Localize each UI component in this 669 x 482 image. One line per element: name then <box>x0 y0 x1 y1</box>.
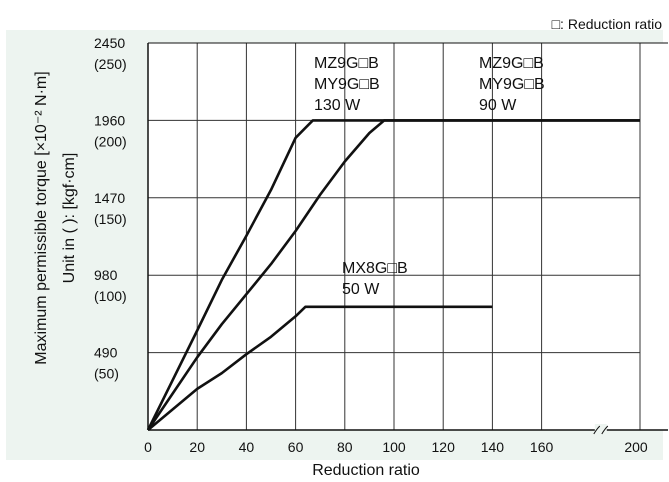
x-tick-label: 100 <box>382 439 406 455</box>
grid-lines <box>147 42 668 436</box>
x-tick-label: 20 <box>189 439 205 455</box>
y-tick-label: 1470 <box>94 190 125 206</box>
x-tick-label: 0 <box>144 439 152 455</box>
x-tick-label: 40 <box>239 439 255 455</box>
y-axis-title: Maximum permissible torque [×10⁻² N·m] <box>33 71 50 364</box>
y-tick-label: 980 <box>94 267 118 283</box>
y-tick-label: 1960 <box>94 112 125 128</box>
series-line-3 <box>147 305 493 431</box>
y-tick-sublabel: (100) <box>94 288 127 304</box>
x-tick-label: 120 <box>432 439 456 455</box>
series-label-line: MZ9G□B <box>479 55 544 72</box>
series-line-2 <box>146 119 640 431</box>
y-tick-sublabel: (250) <box>94 56 127 72</box>
x-axis-title: Reduction ratio <box>312 462 420 479</box>
series-label-line: MZ9G□B <box>314 55 379 72</box>
axis-break-gap <box>594 424 607 436</box>
y-tick-sublabel: (150) <box>94 211 127 227</box>
y-tick-label: 2450 <box>94 35 125 51</box>
legend-note: □: Reduction ratio <box>552 16 663 32</box>
plot-area <box>148 43 668 430</box>
tick-labels: 0 20 40 60 80 100 120 140 160 200 490 (50) 980 (100) 1… <box>94 35 648 455</box>
series-label-line: MY9G□B <box>314 76 380 93</box>
series-lines <box>146 119 640 431</box>
series-label-line: MY9G□B <box>479 76 545 93</box>
series-label-line: 90 W <box>479 97 517 114</box>
x-tick-label: 140 <box>481 439 505 455</box>
series-label-line: MX8G□B <box>342 260 408 277</box>
axis-break-mark <box>593 425 609 435</box>
y-tick-sublabel: (200) <box>94 133 127 149</box>
x-tick-label: 160 <box>530 439 554 455</box>
series-line-1 <box>146 119 640 431</box>
x-tick-label: 200 <box>624 439 648 455</box>
series-label-line: 50 W <box>342 281 380 298</box>
y-tick-sublabel: (50) <box>94 366 119 382</box>
y-axis-unit-note: Unit in ( ): [kgf·cm] <box>61 153 78 284</box>
x-tick-label: 80 <box>337 439 353 455</box>
x-tick-label: 60 <box>288 439 304 455</box>
y-tick-label: 490 <box>94 345 118 361</box>
series-labels: MZ9G□B MY9G□B 130 W MZ9G□B MY9G□B 90 W MX8G□B 5… <box>314 55 545 298</box>
series-label-line: 130 W <box>314 97 361 114</box>
